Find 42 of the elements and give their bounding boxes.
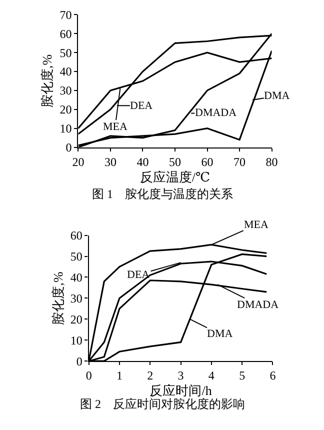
x-tick-label: 80 — [266, 154, 278, 169]
y-axis-title: 胺化度,% — [40, 54, 55, 108]
x-tick-label: 2 — [147, 368, 154, 383]
x-tick-label: 0 — [86, 368, 92, 383]
x-tick-label: 70 — [234, 154, 246, 169]
y-tick-label: 10 — [60, 122, 72, 136]
y-axis-title: 胺化度,% — [50, 271, 66, 325]
y-tick-label: 0 — [76, 354, 82, 368]
y-tick-label: 30 — [70, 291, 82, 306]
x-tick-label: 3 — [178, 368, 184, 383]
y-tick-label: 40 — [60, 64, 72, 79]
annotation: DMADA — [237, 299, 279, 311]
y-tick-label: 20 — [70, 312, 82, 326]
x-tick-label: 6 — [270, 368, 276, 383]
y-tick-label: 60 — [60, 26, 72, 41]
annotation: MEA — [103, 121, 128, 133]
y-tick-label: 30 — [60, 84, 72, 98]
y-tick-label: 40 — [70, 270, 82, 284]
x-tick-label: 5 — [239, 368, 246, 383]
y-tick-label: 60 — [70, 228, 82, 243]
x-tick-label: 50 — [169, 154, 181, 169]
x-tick-label: 4 — [208, 368, 214, 383]
y-tick-label: 0 — [66, 140, 72, 154]
text: 图 2 反应时间对胺化度的影响 — [80, 397, 245, 411]
x-tick-label: 1 — [116, 368, 122, 383]
x-tick-label: 30 — [104, 154, 116, 169]
x-tick-label: 40 — [136, 154, 149, 169]
annotation: DEA — [127, 269, 150, 281]
y-tick-label: 50 — [70, 249, 82, 264]
annotation: DMADA — [195, 107, 237, 119]
y-tick-label: 70 — [60, 8, 72, 22]
y-tick-label: 10 — [70, 333, 82, 348]
annotation: DEA — [130, 100, 153, 112]
x-tick-label: 60 — [201, 154, 214, 169]
annotation: MEA — [244, 219, 268, 231]
text: 图 1 胺化度与温度的关系 — [92, 187, 233, 201]
x-axis-title: 反应温度/℃ — [140, 169, 210, 184]
y-tick-label: 20 — [60, 102, 72, 117]
annotation: DMA — [207, 328, 233, 340]
x-axis-title: 反应时间/h — [150, 383, 212, 398]
annotation: DMA — [264, 90, 290, 102]
y-tick-label: 50 — [60, 46, 72, 60]
